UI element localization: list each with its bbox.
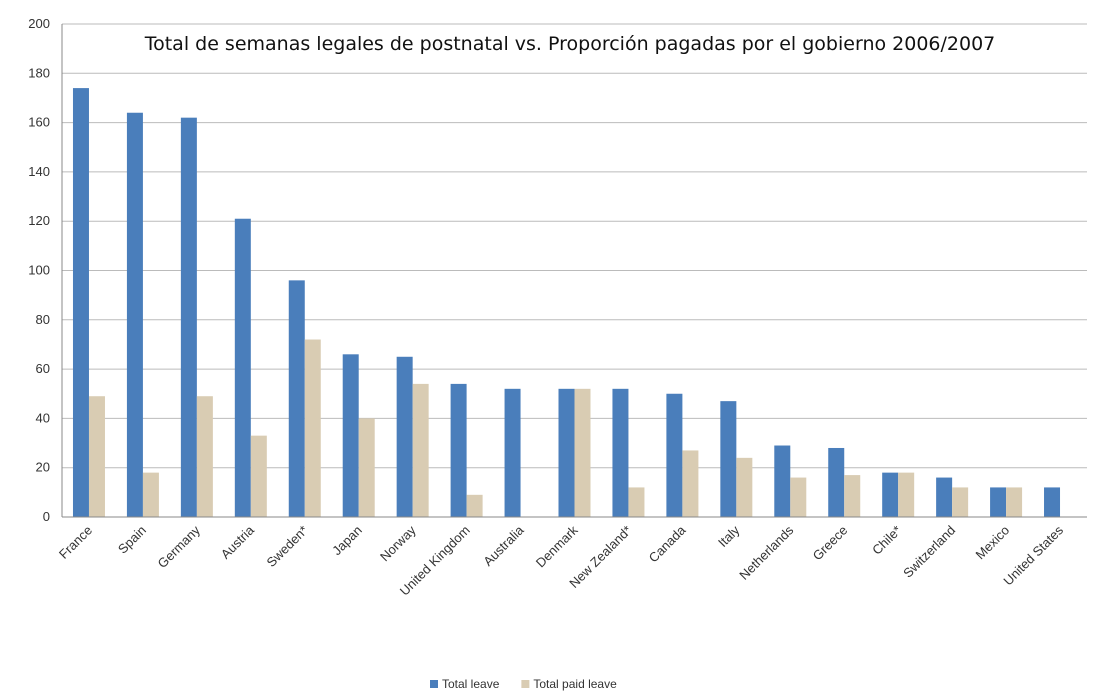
bar [774,445,791,517]
bar [682,450,699,517]
bar [1006,487,1023,517]
bar [720,401,737,517]
bar [504,388,521,517]
bar [466,494,483,517]
y-tick-label: 120 [28,213,50,228]
bar [234,218,251,518]
x-tick-label: Greece [810,523,851,564]
bar [952,487,969,517]
bar [936,477,953,517]
bar [790,477,807,517]
bar [88,396,105,517]
x-tick-label: Canada [646,522,689,565]
bar [574,388,591,517]
bar [990,487,1007,517]
x-tick-label: Sweden* [263,523,310,570]
x-tick-label: Austria [218,522,258,562]
bar [342,354,359,517]
x-tick-label: Chile* [869,523,904,558]
bar [358,418,375,517]
bar [1044,487,1061,517]
bar [412,383,429,517]
bar [882,472,899,517]
bar [558,388,575,517]
x-tick-label: Norway [377,522,419,564]
y-tick-label: 20 [36,460,50,475]
legend-label: Total leave [442,677,500,691]
x-tick-label: Netherlands [736,522,797,583]
x-tick-label: Italy [715,522,743,550]
y-tick-label: 0 [43,509,50,524]
x-tick-label: Germany [155,522,204,571]
legend-swatch [521,680,530,688]
bar [898,472,915,517]
x-tick-label: Spain [115,523,149,557]
bar [304,339,321,517]
legend-label: Total paid leave [533,677,617,691]
y-tick-label: 40 [36,410,50,425]
x-tick-label: Australia [480,522,527,569]
y-tick-label: 80 [36,312,50,327]
bar [180,117,197,518]
bar [126,112,143,518]
bar [250,435,267,517]
x-tick-label: Denmark [533,522,581,570]
bar [396,356,413,517]
bar [666,393,683,517]
bar [450,383,467,517]
bar [828,447,845,517]
bar [844,475,861,517]
y-tick-label: 200 [28,16,50,31]
bar [72,88,89,517]
x-tick-label: Switzerland [900,523,958,581]
y-tick-label: 140 [28,164,50,179]
y-tick-label: 180 [28,65,50,80]
y-tick-label: 160 [28,115,50,130]
bar [142,472,159,517]
bar [196,396,213,517]
legend-swatch [430,680,438,688]
x-tick-label: France [56,523,95,562]
bar [628,487,645,517]
bar [612,388,629,517]
chart-title: Total de semanas legales de postnatal vs… [140,30,1000,58]
y-tick-label: 60 [36,361,50,376]
x-tick-label: Japan [329,523,365,559]
y-tick-label: 100 [28,263,50,278]
bar [736,457,753,517]
x-tick-label: Mexico [972,523,1012,563]
bar [288,280,305,517]
